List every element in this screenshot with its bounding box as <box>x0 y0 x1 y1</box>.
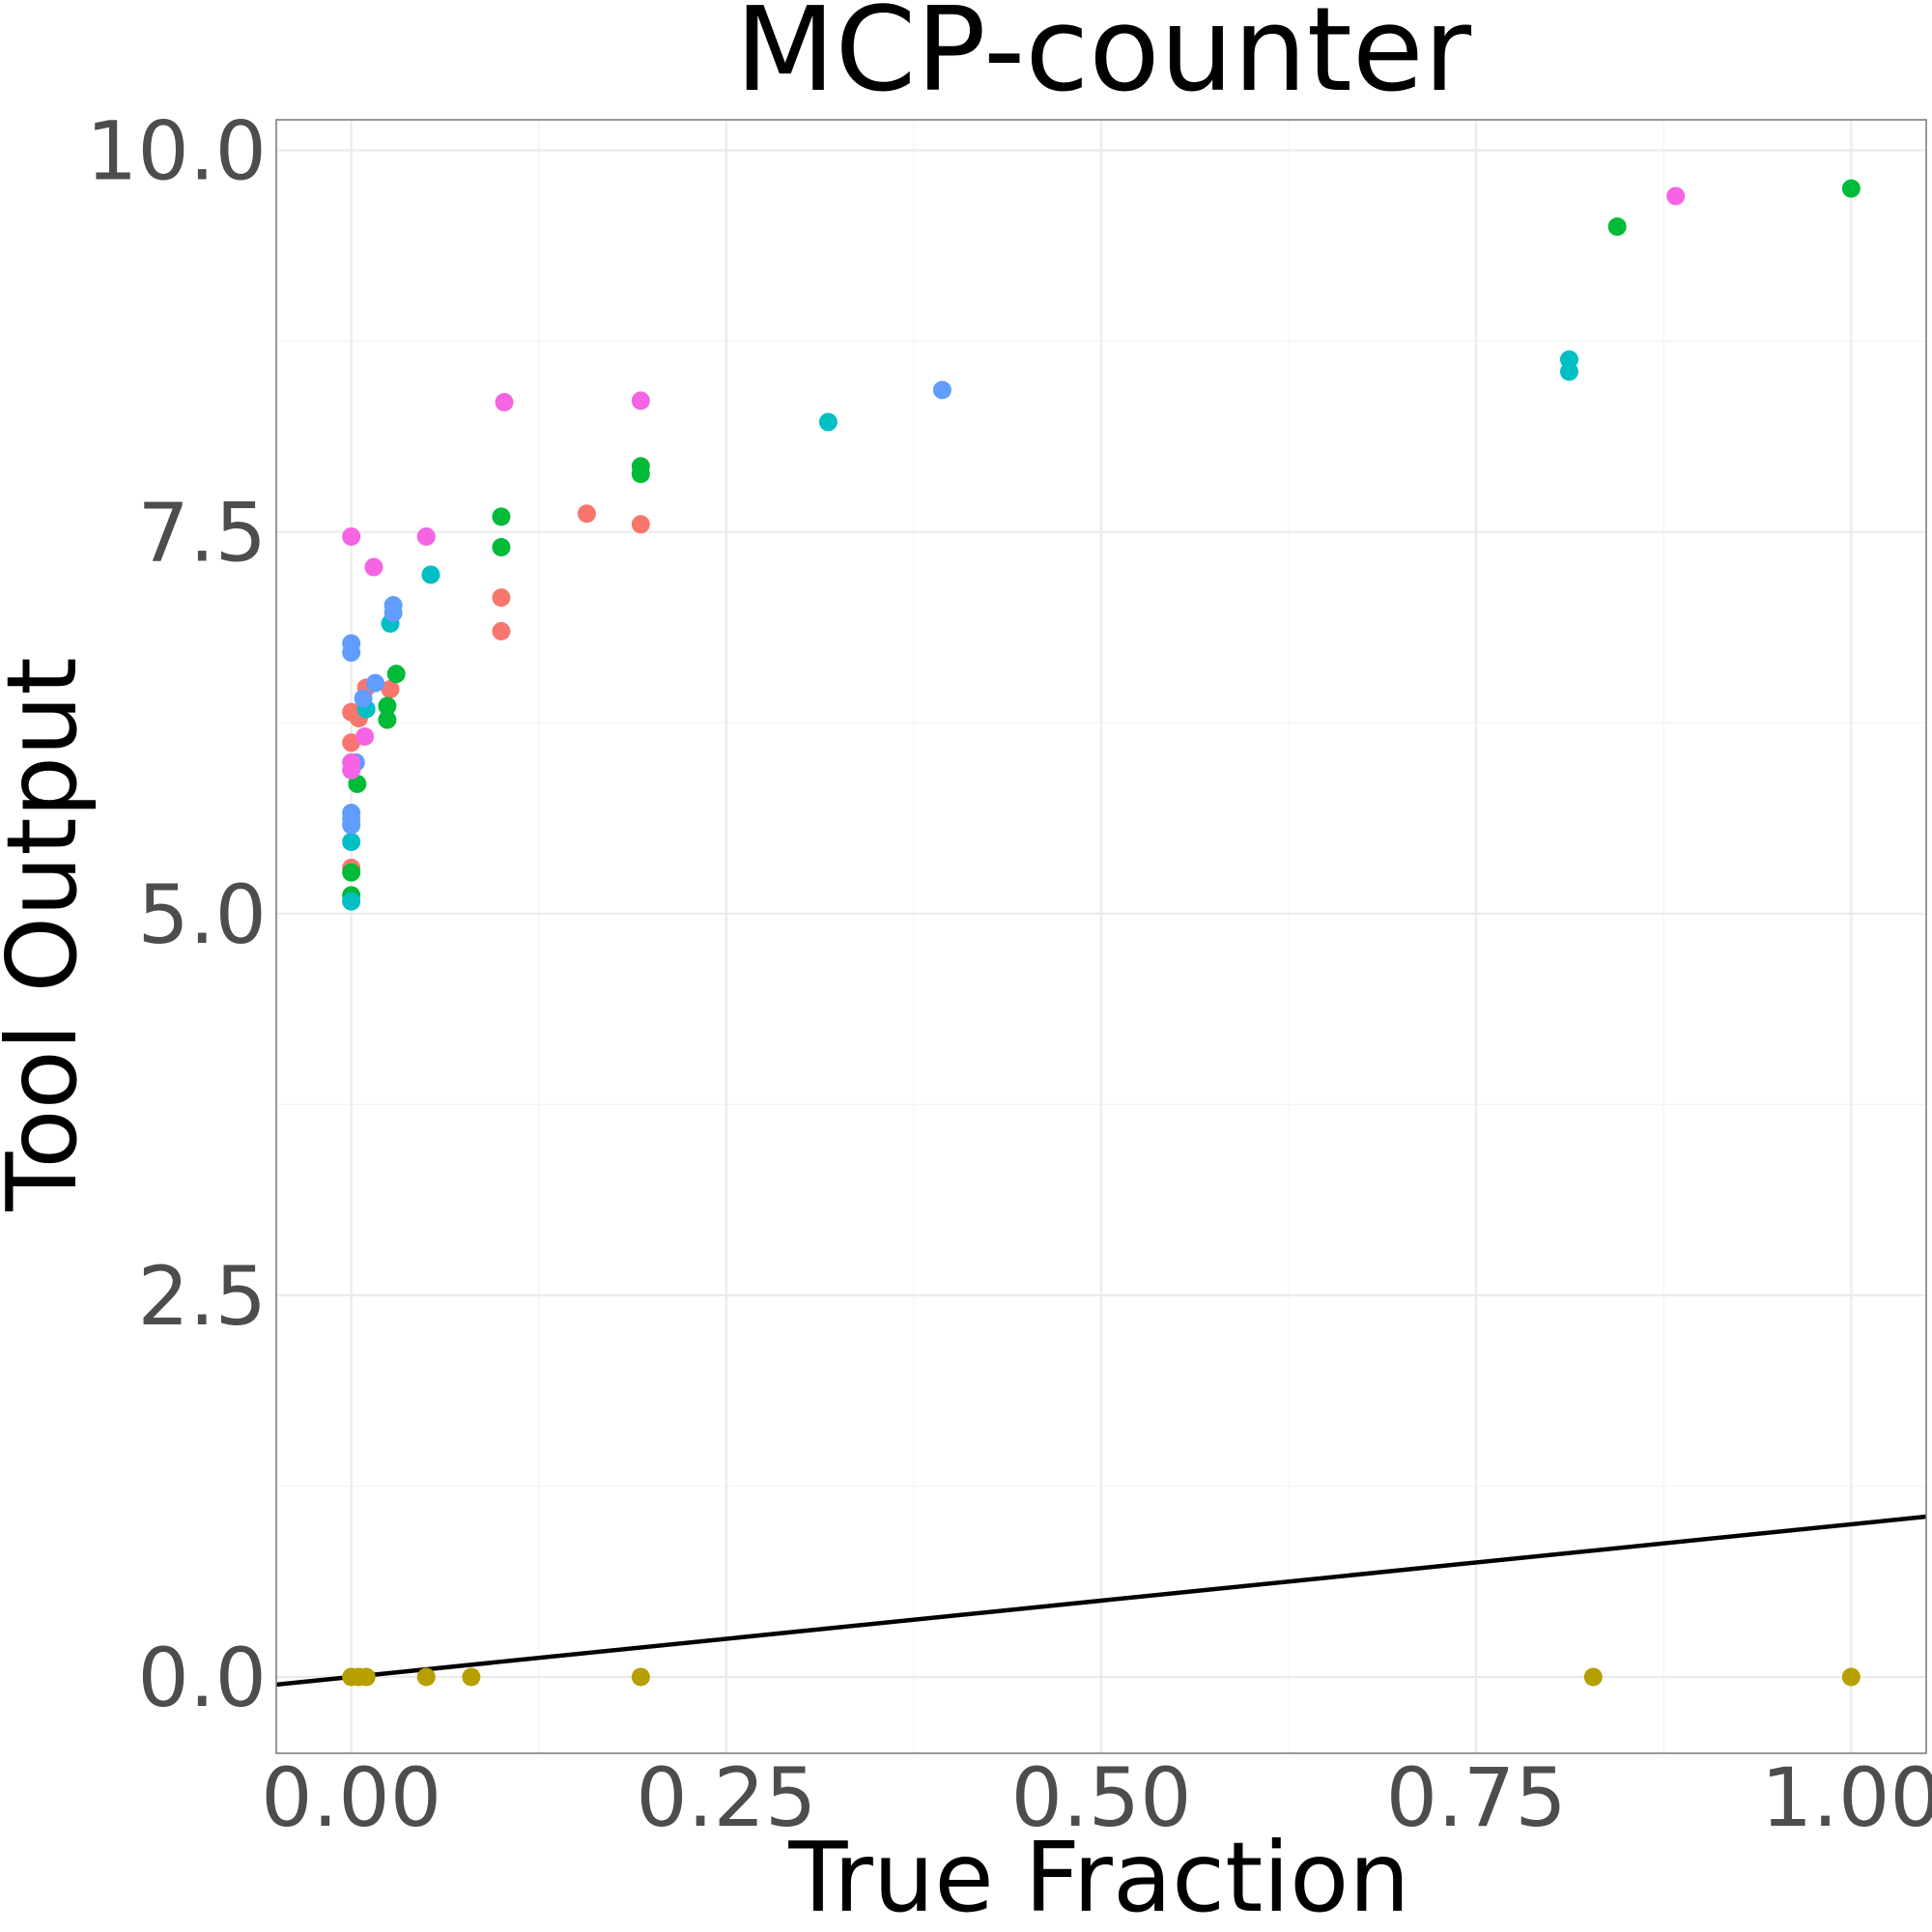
data-point <box>631 1667 650 1687</box>
data-point <box>354 689 373 708</box>
x-tick-label: 0.00 <box>261 1750 441 1845</box>
y-tick-label: 7.5 <box>137 486 267 581</box>
data-point <box>421 565 440 584</box>
data-point <box>631 515 650 534</box>
y-tick-label: 2.5 <box>137 1249 267 1344</box>
series-1 <box>342 504 650 877</box>
y-axis-tick-labels: 0.0 2.5 5.0 7.5 10.0 <box>86 104 267 1725</box>
data-point <box>462 1667 481 1687</box>
data-point <box>348 774 367 793</box>
plot-panel-border <box>275 119 1927 1754</box>
data-point <box>492 621 511 640</box>
y-tick-label: 10.0 <box>86 104 267 199</box>
data-point <box>1841 1667 1861 1687</box>
series-5 <box>342 381 952 835</box>
data-point <box>495 392 514 412</box>
data-point <box>364 557 384 577</box>
data-point <box>342 526 361 546</box>
x-axis-title: True Fraction <box>787 1821 1409 1932</box>
y-axis-title: Tool Output <box>0 657 99 1211</box>
data-point <box>577 504 596 524</box>
data-point <box>1666 186 1686 206</box>
data-point <box>492 588 511 608</box>
data-point <box>1841 179 1861 198</box>
data-point <box>342 892 361 911</box>
chart-title: MCP-counter <box>735 0 1472 118</box>
data-point <box>932 381 952 400</box>
series-2 <box>342 1667 1861 1687</box>
reference-line <box>275 1514 1927 1688</box>
gridlines <box>276 120 1926 1753</box>
data-point <box>1583 1667 1603 1687</box>
data-point <box>342 863 361 882</box>
data-point <box>356 1667 376 1687</box>
x-axis-tick-labels: 0.00 0.25 0.50 0.75 1.00 <box>261 1750 1932 1845</box>
data-point <box>416 1667 436 1687</box>
series-4 <box>342 350 1578 911</box>
data-point <box>492 538 511 557</box>
data-point <box>631 391 650 411</box>
y-tick-label: 5.0 <box>137 867 267 962</box>
data-point <box>342 833 361 852</box>
data-point <box>386 665 406 684</box>
data-point <box>378 710 397 729</box>
data-point <box>342 760 361 780</box>
data-point <box>384 603 403 622</box>
x-tick-label: 0.50 <box>1010 1750 1191 1845</box>
data-point <box>1607 217 1627 237</box>
identity-reference-line <box>275 1514 1927 1688</box>
series-3 <box>342 179 1861 905</box>
data-point <box>355 726 375 746</box>
data-points <box>342 179 1861 1687</box>
data-point <box>381 679 400 698</box>
y-tick-label: 0.0 <box>137 1631 267 1725</box>
data-point <box>1559 362 1578 382</box>
x-tick-label: 1.00 <box>1761 1750 1932 1845</box>
series-6 <box>342 186 1686 780</box>
data-point <box>631 465 650 484</box>
data-point <box>378 696 397 716</box>
data-point <box>342 815 361 835</box>
x-tick-label: 0.75 <box>1386 1750 1567 1845</box>
data-point <box>492 507 511 526</box>
data-point <box>818 412 838 432</box>
data-point <box>342 643 361 663</box>
data-point <box>365 673 384 693</box>
data-point <box>416 526 436 546</box>
x-tick-label: 0.25 <box>636 1750 816 1845</box>
